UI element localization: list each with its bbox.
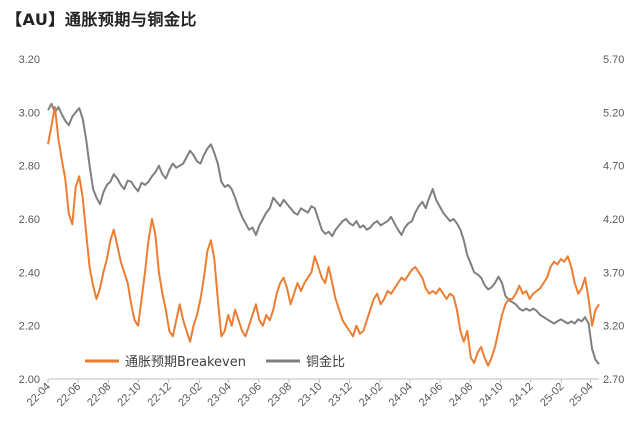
left-tick-label: 2.60 [19,214,40,226]
x-tick-label: 25-02 [538,381,566,409]
right-tick-label: 3.70 [603,267,624,279]
x-tick-label: 24-06 [417,381,445,409]
legend: 通胀预期Breakeven 铜金比 [85,354,345,370]
x-tick-label: 24-02 [357,381,385,409]
x-tick-label: 23-12 [326,381,354,409]
x-tick-label: 24-08 [447,381,475,409]
series-line-copper-gold-ratio [47,102,600,365]
series-layer [47,102,600,367]
x-tick-label: 23-08 [266,381,294,409]
right-tick-label: 4.20 [603,214,624,226]
chart-title: 【AU】通胀预期与铜金比 [6,10,197,29]
x-tick-label: 23-02 [176,381,204,409]
right-tick-label: 3.20 [603,321,624,333]
right-tick-label: 4.70 [603,161,624,173]
right-tick-label: 5.20 [603,107,624,119]
x-tick-label: 24-10 [477,381,505,409]
right-tick-label: 2.70 [603,374,624,386]
left-tick-label: 2.00 [19,374,40,386]
left-axis-ticks: 2.00 2.20 2.40 2.60 2.80 3.00 3.20 [19,54,40,386]
x-tick-label: 22-06 [55,381,83,409]
x-tick-label: 24-04 [387,381,415,409]
left-tick-label: 2.80 [19,161,40,173]
x-tick-label: 25-04 [567,381,595,409]
left-tick-label: 2.20 [19,321,40,333]
x-tick-label: 22-12 [146,381,174,409]
x-tick-label: 22-08 [85,381,113,409]
x-tick-label: 23-10 [296,381,324,409]
right-tick-label: 5.70 [603,54,624,66]
series-line-breakeven [47,106,600,367]
x-tick-label: 22-10 [115,381,143,409]
right-axis-ticks: 2.70 3.20 3.70 4.20 4.70 5.20 5.70 [603,54,624,386]
left-tick-label: 3.20 [19,54,40,66]
x-axis-ticks: 22-04 22-06 22-08 22-10 22-12 23-02 23-04 23-06… [25,379,596,409]
left-tick-label: 3.00 [19,107,40,119]
x-tick-label: 23-06 [236,381,264,409]
left-tick-label: 2.40 [19,267,40,279]
x-tick-label: 23-04 [205,381,233,409]
x-tick-label: 24-12 [507,381,535,409]
legend-label-breakeven: 通胀预期Breakeven [125,355,246,370]
legend-label-copper-gold: 铜金比 [306,354,345,370]
